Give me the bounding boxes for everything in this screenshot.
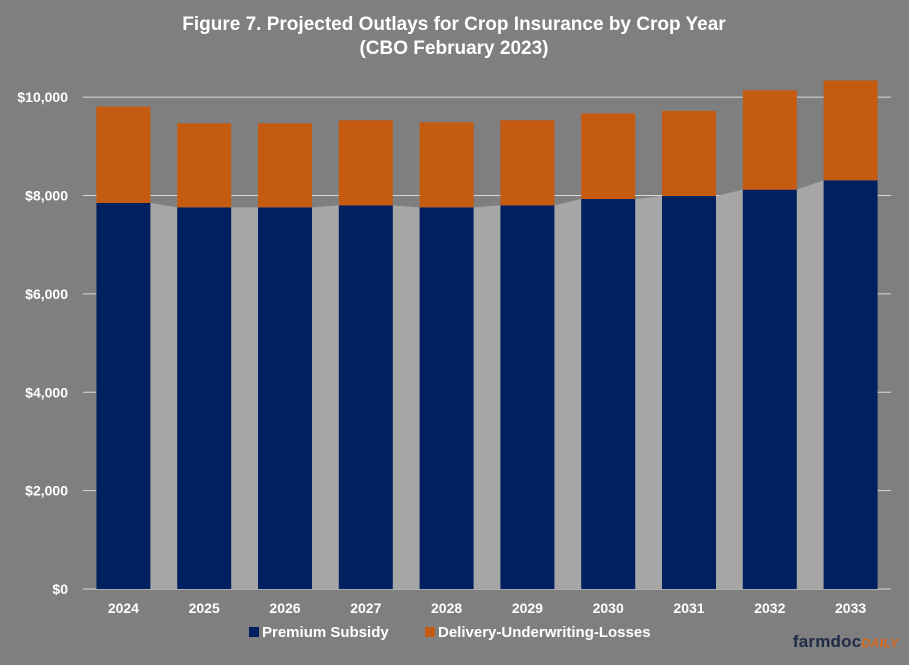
y-tick-label: $6,000 bbox=[25, 286, 68, 302]
chart-title: Figure 7. Projected Outlays for Crop Ins… bbox=[182, 14, 726, 35]
bar-delivery-underwriting-losses bbox=[96, 107, 150, 203]
bar-delivery-underwriting-losses bbox=[339, 120, 393, 205]
bar-delivery-underwriting-losses bbox=[177, 123, 231, 207]
legend-label-delivery-underwriting-losses: Delivery-Underwriting-Losses bbox=[438, 624, 651, 641]
legend-swatch-premium-subsidy bbox=[249, 627, 259, 637]
x-tick-label: 2032 bbox=[754, 600, 785, 616]
bar-delivery-underwriting-losses bbox=[662, 111, 716, 196]
farmdoc-logo: farmdocDAILY bbox=[793, 632, 899, 652]
x-tick-label: 2029 bbox=[512, 600, 543, 616]
bar-premium-subsidy bbox=[581, 199, 635, 589]
bar-delivery-underwriting-losses bbox=[743, 90, 797, 189]
y-tick-label: $4,000 bbox=[25, 384, 68, 400]
bar-premium-subsidy bbox=[824, 180, 878, 589]
y-tick-label: $2,000 bbox=[25, 483, 68, 499]
y-tick-label: $10,000 bbox=[17, 89, 68, 105]
bar-premium-subsidy bbox=[500, 205, 554, 589]
x-tick-label: 2024 bbox=[108, 600, 139, 616]
x-tick-label: 2030 bbox=[593, 600, 624, 616]
bar-premium-subsidy bbox=[258, 207, 312, 589]
bar-delivery-underwriting-losses bbox=[581, 113, 635, 199]
x-tick-label: 2033 bbox=[835, 600, 866, 616]
x-tick-label: 2026 bbox=[269, 600, 300, 616]
bar-premium-subsidy bbox=[339, 205, 393, 589]
bar-premium-subsidy bbox=[177, 207, 231, 589]
x-tick-label: 2031 bbox=[673, 600, 704, 616]
bar-delivery-underwriting-losses bbox=[420, 122, 474, 207]
y-tick-label: $0 bbox=[52, 581, 68, 597]
bar-delivery-underwriting-losses bbox=[500, 120, 554, 205]
bar-delivery-underwriting-losses bbox=[258, 123, 312, 207]
bar-premium-subsidy bbox=[96, 203, 150, 589]
x-tick-label: 2028 bbox=[431, 600, 462, 616]
y-tick-label: $8,000 bbox=[25, 188, 68, 204]
x-tick-label: 2027 bbox=[350, 600, 381, 616]
legend-swatch-delivery-underwriting-losses bbox=[425, 627, 435, 637]
bar-premium-subsidy bbox=[420, 207, 474, 589]
chart-subtitle: (CBO February 2023) bbox=[359, 38, 548, 59]
bar-premium-subsidy bbox=[662, 196, 716, 589]
bar-delivery-underwriting-losses bbox=[824, 80, 878, 180]
bar-premium-subsidy bbox=[743, 190, 797, 589]
x-tick-label: 2025 bbox=[189, 600, 220, 616]
legend-label-premium-subsidy: Premium Subsidy bbox=[262, 624, 389, 641]
